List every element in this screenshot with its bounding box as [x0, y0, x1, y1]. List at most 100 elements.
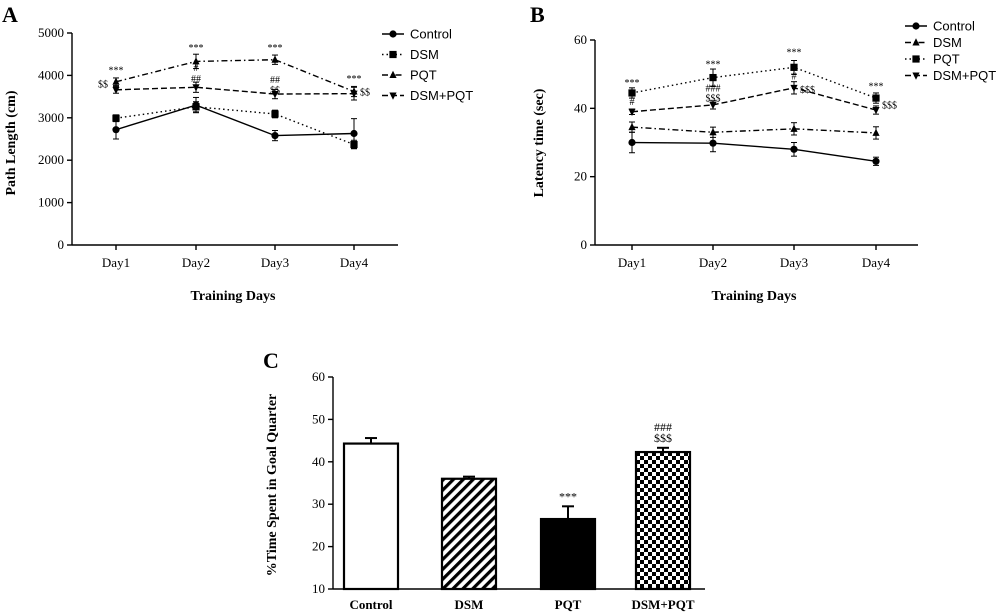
- chart-a-significance-mark: $$: [98, 79, 108, 90]
- chart-b-data-point: [872, 94, 880, 102]
- chart-a-y-tick-label: 1000: [38, 195, 64, 210]
- chart-c-y-tick-label: 60: [312, 369, 325, 384]
- chart-a-data-point: [271, 132, 279, 140]
- chart-a-legend-label: DSM: [410, 47, 439, 62]
- chart-b-significance-mark: $$$: [800, 85, 815, 96]
- chart-a-data-point: [271, 110, 279, 118]
- chart-c-significance-mark: $$$: [654, 431, 672, 445]
- chart-b-significance-mark: $$$: [882, 100, 897, 111]
- chart-b-data-point: [872, 107, 880, 115]
- chart-c-x-tick-label: Control: [349, 597, 392, 612]
- chart-a-y-tick-label: 0: [58, 237, 65, 252]
- chart-a-data-point: [112, 126, 120, 134]
- chart-c-y-tick-label: 10: [312, 581, 325, 596]
- chart-a-data-point: [112, 77, 120, 85]
- chart-c-significance-mark: ###: [654, 420, 672, 434]
- chart-a-x-tick-label: Day1: [102, 255, 130, 270]
- chart-b-x-tick-label: Day4: [862, 255, 891, 270]
- chart-b-significance-mark: ###: [706, 83, 721, 94]
- chart-a-x-axis-title: Training Days: [191, 289, 276, 304]
- chart-a-data-point: [271, 55, 279, 63]
- chart-a-series-line: [115, 86, 355, 95]
- chart-b-legend-label: Control: [933, 19, 975, 34]
- chart-c-x-tick-label: DSM+PQT: [631, 597, 694, 612]
- chart-c-y-tick-label: 20: [312, 539, 325, 554]
- chart-a-y-tick-label: 4000: [38, 67, 64, 82]
- chart-c-y-tick-label: 50: [312, 411, 325, 426]
- chart-a-legend-label: Control: [410, 27, 452, 42]
- chart-a-y-axis-title: Path Length (cm): [4, 90, 19, 195]
- chart-a-legend-marker: [389, 30, 397, 38]
- chart-a-x-tick-label: Day3: [261, 255, 289, 270]
- chart-a-significance-mark: $$: [270, 86, 280, 97]
- chart-b-legend-label: DSM+PQT: [933, 68, 996, 83]
- chart-c-y-tick-label: 40: [312, 454, 325, 469]
- chart-a-data-point: [112, 114, 120, 122]
- chart-b-significance-mark: #: [630, 97, 635, 108]
- chart-b-y-tick-label: 60: [574, 32, 587, 47]
- panel-label-a: A: [2, 2, 18, 27]
- chart-a-significance-mark: ##: [270, 75, 280, 86]
- chart-a-series-line: [115, 59, 355, 93]
- chart-b-data-point: [872, 157, 880, 165]
- chart-b-significance-mark: $$$: [706, 94, 721, 105]
- chart-b-data-point: [872, 128, 880, 136]
- chart-a-x-tick-label: Day2: [182, 255, 210, 270]
- chart-b-data-point: [790, 84, 798, 93]
- chart-b-legend-marker: [912, 55, 920, 63]
- chart-a-y-tick-label: 5000: [38, 25, 64, 40]
- chart-b-data-point: [790, 145, 798, 153]
- chart-b-significance-mark: ***: [706, 59, 721, 70]
- chart-a-legend-label: PQT: [410, 68, 437, 83]
- chart-b-series-line: [631, 66, 877, 99]
- chart-c-y-tick-label: 30: [312, 496, 325, 511]
- chart-b-series-line: [631, 87, 877, 113]
- chart-a-legend-label: DSM+PQT: [410, 88, 473, 103]
- chart-b-y-axis-title: Latency time (sec): [532, 88, 547, 197]
- chart-b-series-line: [631, 141, 877, 162]
- chart-b-significance-mark: #: [792, 71, 797, 82]
- chart-b-x-tick-label: Day3: [780, 255, 808, 270]
- chart-a-significance-mark: ***: [189, 43, 204, 54]
- chart-a-series-line: [115, 104, 355, 137]
- chart-b-legend-marker: [912, 22, 920, 30]
- chart-a-data-point: [271, 91, 279, 99]
- chart-a-data-point: [350, 90, 358, 98]
- chart-a-data-point: [112, 86, 120, 95]
- chart-a-data-point: [192, 57, 200, 65]
- chart-a-legend-marker: [389, 50, 397, 59]
- chart-c-x-tick-label: PQT: [555, 597, 582, 612]
- chart-c-bar: [342, 442, 400, 591]
- chart-b-data-point: [709, 73, 717, 82]
- chart-b-data-point: [709, 139, 717, 147]
- chart-b-x-axis-title: Training Days: [712, 289, 797, 304]
- chart-a-data-point: [192, 84, 200, 92]
- chart-a-data-point: [192, 103, 200, 111]
- chart-b-significance-mark: ***: [869, 82, 884, 93]
- chart-b-data-point: [628, 108, 636, 116]
- chart-b-legend-label: DSM: [933, 35, 962, 50]
- chart-b-data-point: [628, 89, 636, 97]
- chart-b-y-tick-label: 40: [574, 100, 587, 115]
- chart-b-x-tick-label: Day2: [699, 255, 727, 270]
- chart-c-time-in-goal-quarter: 10 20 30 40 50 60 Control DSM PQT DSM+PQT *** ###$$…: [312, 369, 705, 612]
- chart-b-x-tick-label: Day1: [618, 255, 646, 270]
- chart-a-significance-mark: ***: [347, 74, 362, 85]
- chart-b-data-point: [709, 101, 717, 110]
- panel-label-b: B: [530, 2, 545, 27]
- chart-a-significance-mark: ***: [109, 65, 124, 76]
- chart-b-data-point: [628, 138, 636, 147]
- chart-c-bar: [440, 477, 498, 591]
- chart-a-significance-mark: #: [194, 63, 199, 74]
- chart-b-significance-mark: ***: [787, 47, 802, 58]
- chart-c-significance-mark: ***: [559, 489, 577, 503]
- chart-c-bar: [539, 517, 597, 591]
- chart-b-data-point: [709, 128, 717, 136]
- chart-c-y-axis-title: %Time Spent in Goal Quarter: [265, 394, 280, 577]
- chart-a-significance-mark: $$: [360, 87, 370, 98]
- chart-a-y-tick-label: 2000: [38, 152, 64, 167]
- chart-a-x-tick-label: Day4: [340, 255, 369, 270]
- chart-c-bar: [634, 450, 692, 591]
